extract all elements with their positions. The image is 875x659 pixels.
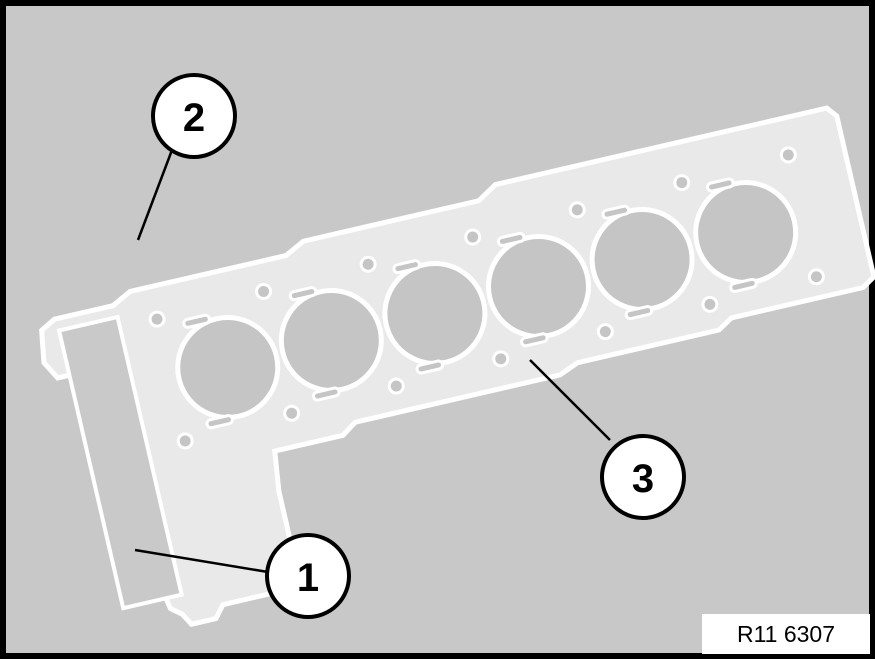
reference-code: R11 6307 xyxy=(737,621,835,647)
cylinder-bore-2 xyxy=(278,287,384,393)
leader-line-3 xyxy=(529,359,611,441)
leader-line-2 xyxy=(136,149,174,241)
cylinder-bore-1 xyxy=(175,314,281,420)
coolant-passages xyxy=(182,177,758,430)
cylinder-bore-3 xyxy=(382,260,488,366)
reference-code-box: R11 6307 xyxy=(702,614,870,654)
callout-label-2: 2 xyxy=(183,96,205,140)
gasket-end-section xyxy=(56,314,185,611)
bolt-holes xyxy=(148,146,825,450)
cylinder-bore-5 xyxy=(589,207,695,313)
callout-label-3: 3 xyxy=(632,457,654,501)
cylinder-head-gasket xyxy=(39,105,875,627)
leader-line-1 xyxy=(134,548,269,574)
callout-2: 2 xyxy=(151,73,237,159)
callout-label-1: 1 xyxy=(297,556,319,600)
cylinder-bore-4 xyxy=(485,233,591,339)
cylinder-bores xyxy=(175,180,799,420)
callout-3: 3 xyxy=(600,434,686,520)
callout-1: 1 xyxy=(265,533,351,619)
